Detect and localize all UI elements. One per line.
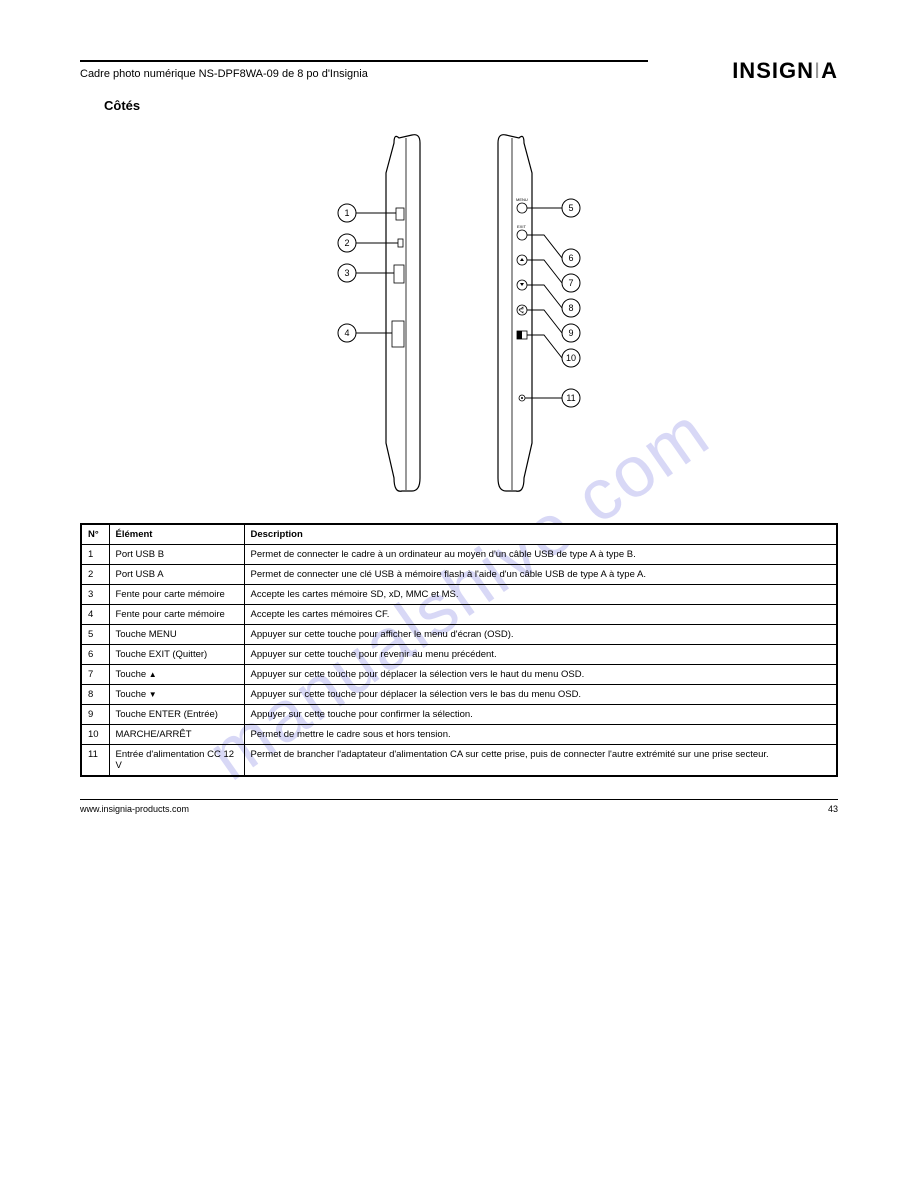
brand-logo: INSIGNIA (732, 58, 838, 84)
svg-text:3: 3 (344, 268, 349, 278)
cell-item: Fente pour carte mémoire (109, 605, 244, 625)
button-exit (517, 230, 527, 240)
callout-11: 11 (525, 389, 580, 407)
cell-desc: Appuyer sur cette touche pour confirmer … (244, 705, 837, 725)
section-title: Côtés (104, 98, 838, 113)
port-1 (396, 208, 404, 220)
brand-text-2: A (821, 58, 838, 83)
cell-desc: Accepte les cartes mémoires CF. (244, 605, 837, 625)
table-row: 6Touche EXIT (Quitter)Appuyer sur cette … (81, 645, 837, 665)
svg-text:10: 10 (566, 353, 576, 363)
label-exit: EXIT (517, 224, 526, 229)
cell-desc: Appuyer sur cette touche pour déplacer l… (244, 685, 837, 705)
header-desc: Description (244, 524, 837, 545)
header-item: Élément (109, 524, 244, 545)
cell-desc: Permet de connecter une clé USB à mémoir… (244, 565, 837, 585)
page-number: 43 (828, 804, 838, 814)
svg-text:4: 4 (344, 328, 349, 338)
svg-text:9: 9 (568, 328, 573, 338)
cell-item: Touche ENTER (Entrée) (109, 705, 244, 725)
device-body-right (498, 135, 532, 492)
callout-6: 6 (527, 235, 580, 267)
header-rule (80, 60, 648, 62)
table-row: 3Fente pour carte mémoireAccepte les car… (81, 585, 837, 605)
table-row: 1Port USB BPermet de connecter le cadre … (81, 545, 837, 565)
cell-num: 9 (81, 705, 109, 725)
brand-text-1: INSIGN (732, 58, 814, 83)
power-switch-pos (517, 331, 522, 339)
page-content: Cadre photo numérique NS-DPF8WA-09 de 8 … (80, 60, 838, 814)
cell-item: Touche MENU (109, 625, 244, 645)
cell-item: Touche ▼ (109, 685, 244, 705)
slot-3 (394, 265, 404, 283)
button-menu (517, 203, 527, 213)
cell-desc: Appuyer sur cette touche pour déplacer l… (244, 665, 837, 685)
cell-desc: Appuyer sur cette touche pour revenir au… (244, 645, 837, 665)
label-menu: MENU (516, 197, 528, 202)
device-body-left (386, 135, 420, 492)
table-row: 11Entrée d'alimentation CC 12 VPermet de… (81, 745, 837, 777)
table-row: 7Touche ▲Appuyer sur cette touche pour d… (81, 665, 837, 685)
dc-jack-center (521, 397, 523, 399)
table-row: 10MARCHE/ARRÊTPermet de mettre le cadre … (81, 725, 837, 745)
svg-text:2: 2 (344, 238, 349, 248)
footer-rule (80, 799, 838, 800)
svg-text:7: 7 (568, 278, 573, 288)
document-title: Cadre photo numérique NS-DPF8WA-09 de 8 … (80, 68, 838, 80)
cell-desc: Appuyer sur cette touche pour afficher l… (244, 625, 837, 645)
cell-num: 4 (81, 605, 109, 625)
cell-desc: Permet de mettre le cadre sous et hors t… (244, 725, 837, 745)
cell-num: 5 (81, 625, 109, 645)
cell-item: Touche EXIT (Quitter) (109, 645, 244, 665)
cell-item: Touche ▲ (109, 665, 244, 685)
cell-item: Port USB B (109, 545, 244, 565)
footer-row: www.insignia-products.com 43 (80, 804, 838, 814)
cell-num: 7 (81, 665, 109, 685)
table-row: 4Fente pour carte mémoireAccepte les car… (81, 605, 837, 625)
table-row: 8Touche ▼Appuyer sur cette touche pour d… (81, 685, 837, 705)
callout-4: 4 (338, 324, 392, 342)
cell-item: Fente pour carte mémoire (109, 585, 244, 605)
parts-table: N° Élément Description 1Port USB BPermet… (80, 523, 838, 777)
cell-num: 11 (81, 745, 109, 777)
footer-url: www.insignia-products.com (80, 804, 189, 814)
header-num: N° (81, 524, 109, 545)
svg-text:8: 8 (568, 303, 573, 313)
cell-num: 10 (81, 725, 109, 745)
cell-num: 2 (81, 565, 109, 585)
cell-num: 8 (81, 685, 109, 705)
cell-num: 6 (81, 645, 109, 665)
cell-desc: Accepte les cartes mémoire SD, xD, MMC e… (244, 585, 837, 605)
device-diagram: 1 2 3 4 MENU (80, 123, 838, 503)
svg-text:5: 5 (568, 203, 573, 213)
device-right-view: MENU EXIT 5 6 (474, 123, 594, 503)
cell-desc: Permet de connecter le cadre à un ordina… (244, 545, 837, 565)
cell-num: 3 (81, 585, 109, 605)
svg-text:11: 11 (566, 393, 575, 403)
cell-item: MARCHE/ARRÊT (109, 725, 244, 745)
table-row: 5Touche MENUAppuyer sur cette touche pou… (81, 625, 837, 645)
table-row: 9Touche ENTER (Entrée)Appuyer sur cette … (81, 705, 837, 725)
table-header-row: N° Élément Description (81, 524, 837, 545)
cell-item: Port USB A (109, 565, 244, 585)
cell-item: Entrée d'alimentation CC 12 V (109, 745, 244, 777)
header-area: Cadre photo numérique NS-DPF8WA-09 de 8 … (80, 60, 838, 80)
slot-4 (392, 321, 404, 347)
cell-num: 1 (81, 545, 109, 565)
device-left-view: 1 2 3 4 (324, 123, 444, 503)
port-2 (398, 239, 403, 247)
svg-text:1: 1 (344, 208, 349, 218)
callout-5: 5 (527, 199, 580, 217)
svg-text:6: 6 (568, 253, 573, 263)
cell-desc: Permet de brancher l'adaptateur d'alimen… (244, 745, 837, 777)
table-row: 2Port USB APermet de connecter une clé U… (81, 565, 837, 585)
